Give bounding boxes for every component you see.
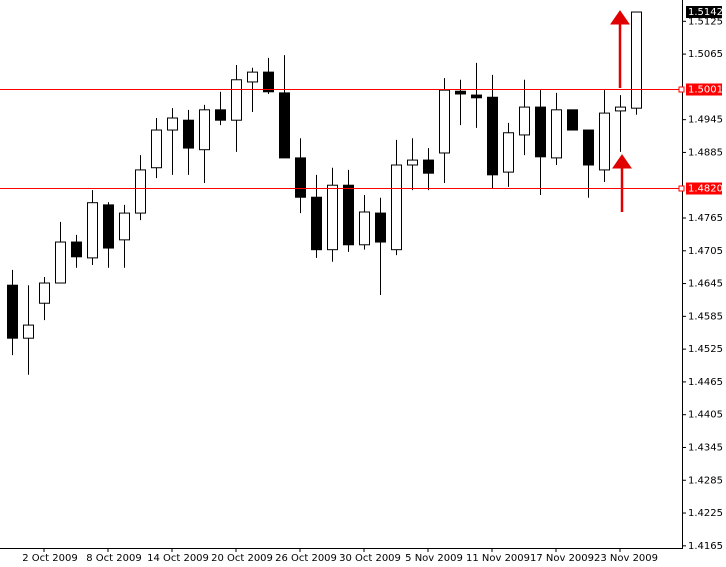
- level-marker: [678, 86, 685, 93]
- candle-body: [215, 109, 226, 121]
- candle-body: [471, 94, 482, 99]
- y-tick-label: 1.4345: [688, 442, 723, 453]
- candle-body: [551, 109, 562, 159]
- candle-body: [343, 184, 354, 246]
- candle-body: [567, 109, 578, 131]
- y-tick-label: 1.4525: [688, 344, 723, 355]
- level-label: 1.5001: [688, 85, 723, 96]
- y-tick-label: 1.4945: [688, 115, 723, 126]
- level-label-box: [686, 182, 722, 195]
- candle-body: [55, 241, 66, 284]
- y-tick-label: 1.4645: [688, 279, 723, 290]
- level-marker: [678, 185, 685, 192]
- candle-body: [455, 90, 466, 95]
- candle-body: [199, 109, 210, 151]
- candle-body: [247, 71, 258, 83]
- candle-body: [535, 106, 546, 158]
- candle-body: [295, 157, 306, 198]
- x-tick-label: 5 Nov 2009: [405, 553, 463, 564]
- candle-body: [183, 119, 194, 149]
- x-tick-label: 17 Nov 2009: [530, 553, 594, 564]
- arrow-head: [612, 154, 632, 169]
- price-label-box: [686, 6, 722, 19]
- candle-body: [119, 212, 130, 241]
- x-tick-label: 26 Oct 2009: [275, 553, 337, 564]
- y-tick-label: 1.4165: [688, 541, 723, 552]
- candle-body: [375, 212, 386, 243]
- y-tick-label: 1.4465: [688, 377, 723, 388]
- candle-body: [135, 169, 146, 214]
- candle-body: [327, 184, 338, 251]
- x-tick-label: 2 Oct 2009: [22, 553, 77, 564]
- candle-body: [279, 92, 290, 159]
- x-tick-label: 30 Oct 2009: [339, 553, 401, 564]
- candle-body: [439, 89, 450, 154]
- y-tick-label: 1.5125: [688, 16, 723, 27]
- candle-body: [151, 129, 162, 169]
- arrow-head: [610, 10, 630, 25]
- candle-body: [583, 129, 594, 166]
- candle-body: [503, 132, 514, 173]
- candle-body: [263, 71, 274, 93]
- candle-body: [631, 11, 642, 109]
- candle-body: [599, 112, 610, 171]
- x-tick-label: 8 Oct 2009: [86, 553, 141, 564]
- candle-body: [391, 164, 402, 251]
- y-tick-label: 1.4405: [688, 410, 723, 421]
- candle-body: [311, 196, 322, 251]
- candle-body: [23, 324, 34, 339]
- candle-body: [423, 159, 434, 174]
- candle-body: [87, 202, 98, 259]
- y-tick-label: 1.4705: [688, 246, 723, 257]
- candle-body: [519, 106, 530, 136]
- price-label: 1.5142: [688, 7, 723, 18]
- candle-body: [615, 106, 626, 112]
- level-label-box: [686, 83, 722, 96]
- level-label: 1.4820: [688, 184, 723, 195]
- x-tick-label: 20 Oct 2009: [211, 553, 273, 564]
- y-tick-label: 1.4285: [688, 475, 723, 486]
- y-tick-label: 1.5065: [688, 49, 723, 60]
- y-tick-label: 1.4225: [688, 508, 723, 519]
- candle-body: [103, 204, 114, 249]
- x-tick-label: 14 Oct 2009: [147, 553, 209, 564]
- candle-body: [71, 241, 82, 258]
- candle-body: [7, 284, 18, 339]
- y-tick-label: 1.4765: [688, 213, 723, 224]
- y-tick-label: 1.4885: [688, 147, 723, 158]
- x-tick-label: 11 Nov 2009: [466, 553, 530, 564]
- candle-body: [39, 282, 50, 304]
- candle-body: [231, 79, 242, 121]
- y-tick-label: 1.4585: [688, 311, 723, 322]
- candle-body: [487, 96, 498, 176]
- candle-body: [167, 117, 178, 131]
- candle-body: [407, 159, 418, 166]
- x-tick-label: 23 Nov 2009: [594, 553, 658, 564]
- candle-body: [359, 211, 370, 246]
